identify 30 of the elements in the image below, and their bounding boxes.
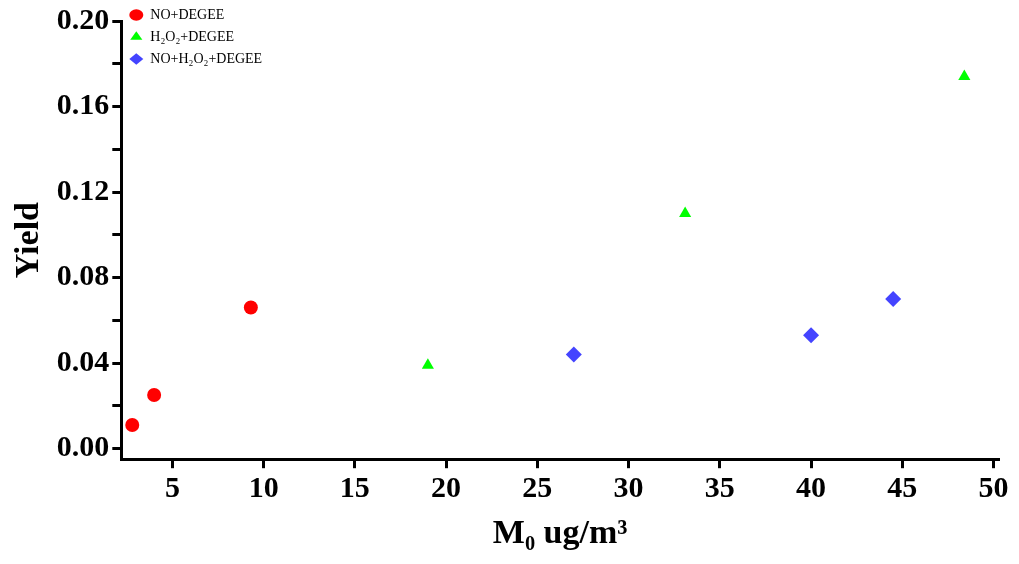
x-tick-label: 5: [164, 469, 180, 503]
point: [147, 388, 162, 403]
point: [243, 300, 258, 315]
point: [679, 206, 692, 217]
point: [958, 69, 971, 81]
y-tick-label: 0.20: [56, 1, 110, 35]
x-tick-label: 20: [431, 469, 462, 503]
x-tick-label: 45: [887, 469, 918, 503]
x-tick-label: 15: [339, 469, 370, 503]
point: [125, 418, 140, 432]
legend-label: NO+DEGEE: [150, 6, 225, 22]
x-tick-label: 30: [613, 469, 644, 503]
y-tick-label: 0.00: [56, 429, 110, 463]
x-tick-label: 35: [704, 469, 735, 503]
x-tick-label: 10: [248, 469, 279, 503]
point: [803, 327, 820, 344]
point: [421, 358, 434, 369]
x-axis-title: M₀ ug/m³: [492, 513, 628, 551]
x-tick-label: 50: [978, 469, 1009, 503]
y-tick-label: 0.08: [56, 258, 110, 292]
point: [885, 290, 902, 307]
y-tick-label: 0.12: [56, 172, 110, 206]
y-axis-title: Yield: [8, 201, 46, 279]
y-tick-label: 0.16: [56, 87, 110, 121]
x-tick-label: 25: [522, 469, 553, 503]
legend-label: NO+H₂O₂+DEGEE: [150, 50, 263, 66]
legend-label: H₂O₂+DEGEE: [150, 28, 235, 44]
x-tick-label: 40: [796, 469, 827, 503]
point: [565, 346, 582, 363]
y-tick-label: 0.04: [56, 343, 110, 377]
